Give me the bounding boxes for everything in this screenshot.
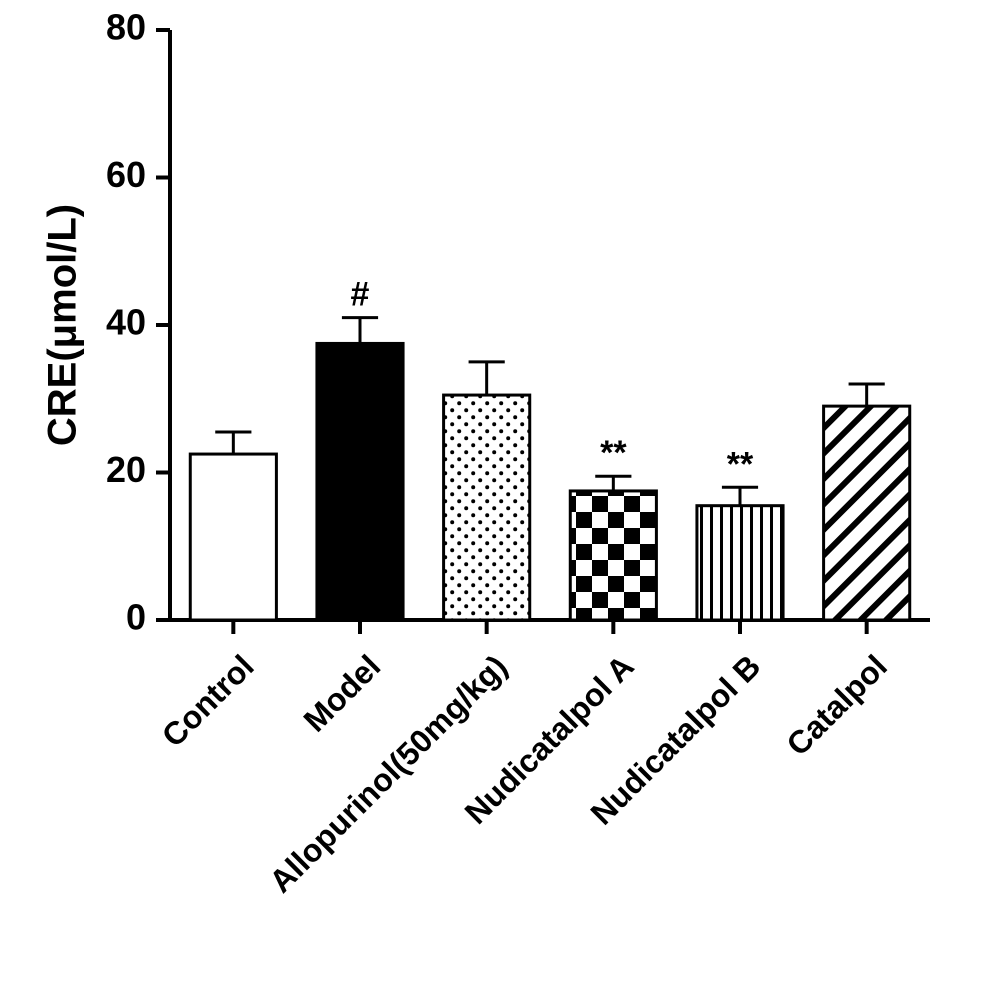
y-tick-label: 20 [106, 449, 146, 490]
bar [570, 491, 656, 620]
significance-marker: ** [727, 445, 754, 483]
bar [444, 395, 530, 620]
bar [190, 454, 276, 620]
y-tick-label: 0 [126, 597, 146, 638]
bar [697, 506, 783, 620]
category-label: Control [155, 648, 261, 754]
y-axis-label: CRE(μmol/L) [41, 204, 85, 446]
bar [317, 343, 403, 620]
significance-marker: # [351, 276, 370, 314]
category-label: Allopurinol(50mg/kg) [262, 648, 514, 900]
y-tick-label: 80 [106, 7, 146, 48]
y-tick-label: 40 [106, 302, 146, 343]
category-label: Model [297, 648, 388, 739]
chart-container: 0 20 40 60 80 CRE(μmol/L) Control # ModelAllopur… [0, 0, 988, 1000]
bar-chart-svg: 0 20 40 60 80 CRE(μmol/L) Control # ModelAllopur… [0, 0, 988, 1000]
bar [824, 406, 910, 620]
significance-marker: ** [600, 434, 627, 472]
category-label: Catalpol [779, 648, 894, 763]
y-tick-label: 60 [106, 154, 146, 195]
